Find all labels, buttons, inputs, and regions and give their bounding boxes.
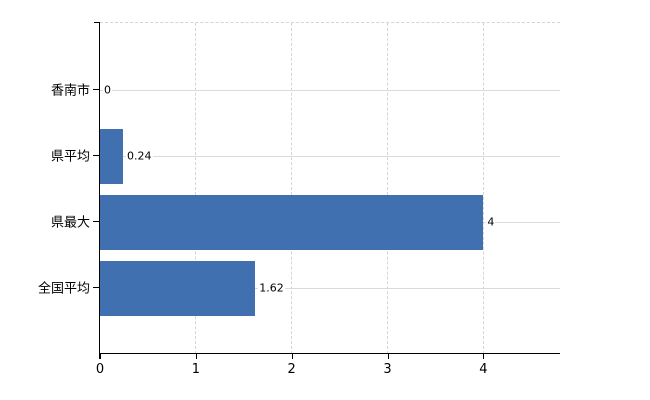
y-axis-tick: [93, 221, 100, 222]
x-axis-tick: [291, 353, 293, 359]
x-tick-label: 1: [191, 362, 200, 377]
value-label: 0: [103, 83, 112, 97]
value-label: 4: [486, 215, 496, 229]
category-label: 県最大: [50, 215, 90, 231]
v-gridline: [291, 23, 293, 354]
v-gridline: [387, 23, 388, 354]
x-axis-tick: [387, 353, 389, 359]
y-axis-tick: [93, 155, 100, 156]
bar: [100, 194, 484, 250]
x-axis-line: [99, 353, 560, 354]
category-label: 香南市: [50, 83, 90, 99]
x-tick-label: 3: [383, 362, 392, 377]
x-axis-tick: [100, 353, 101, 359]
plot-area: 0 0.24 4 1.62: [100, 22, 560, 354]
x-axis-tick: [195, 353, 197, 359]
y-axis-tick: [93, 287, 100, 288]
h-gridline: [100, 155, 560, 157]
axis-top-tick: [94, 22, 100, 23]
v-gridline: [482, 23, 484, 354]
v-gridline: [195, 23, 197, 354]
x-axis-tick: [483, 353, 485, 359]
h-gridline: [100, 287, 560, 289]
category-label: 県平均: [50, 149, 90, 165]
category-label: 全国平均: [37, 281, 90, 297]
x-tick-label: 2: [287, 362, 296, 377]
x-tick-label: 4: [479, 362, 488, 377]
value-label: 0.24: [126, 149, 153, 163]
bar: [100, 128, 123, 184]
h-gridline: [100, 89, 560, 91]
bar: [100, 260, 256, 316]
value-label: 1.62: [258, 281, 285, 295]
x-tick-label: 0: [95, 362, 105, 377]
y-axis-tick: [93, 89, 100, 90]
y-axis-line: [99, 22, 100, 359]
